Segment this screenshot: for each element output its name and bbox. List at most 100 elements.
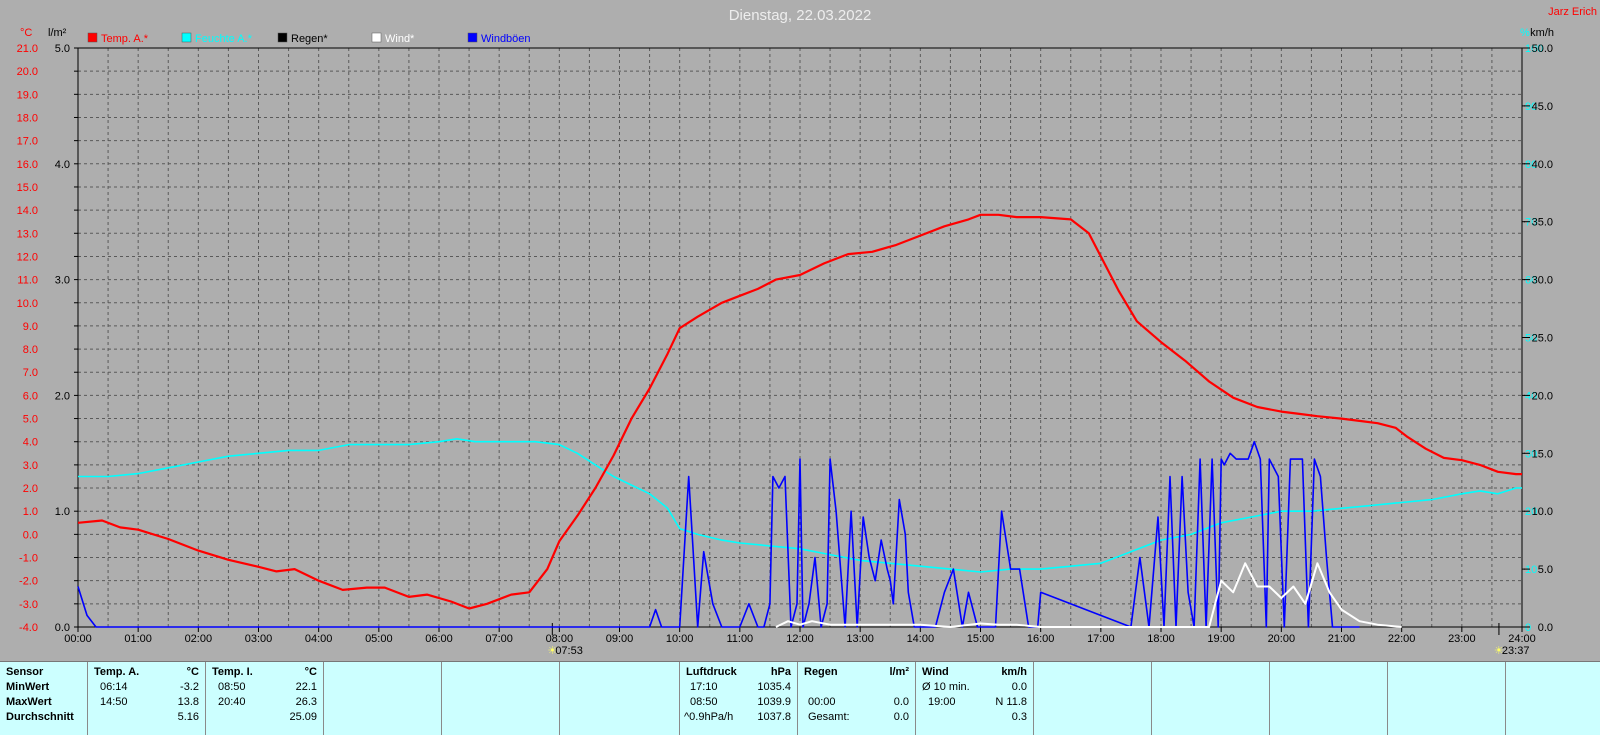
- temp-a-header: Temp. A.: [94, 666, 140, 678]
- legend-label: Temp. A.*: [101, 33, 149, 45]
- x-tick-label: 18:00: [1147, 633, 1175, 645]
- sensor-header: Sensor: [6, 666, 44, 678]
- temp-tick-label: 4.0: [23, 437, 38, 449]
- temp-tick-label: 11.0: [17, 275, 38, 287]
- series-line: [78, 437, 1522, 573]
- pressure-min: 1035.4: [757, 681, 791, 693]
- x-tick-label: 21:00: [1328, 633, 1356, 645]
- wind-tick-label: 35.0: [1532, 217, 1553, 229]
- x-tick-label: 23:00: [1448, 633, 1476, 645]
- pressure-max-time: 08:50: [690, 696, 718, 708]
- rain-max: 0.0: [893, 696, 909, 708]
- temp-tick-label: 2.0: [23, 483, 38, 495]
- temp-tick-label: 7.0: [23, 367, 38, 379]
- temp-tick-label: 20.0: [17, 66, 38, 78]
- marker-label: 23:37: [1502, 645, 1530, 657]
- wind-unit-label: km/h: [1530, 27, 1554, 39]
- pressure-header: Luftdruck: [686, 666, 737, 678]
- chart-title: Dienstag, 22.03.2022: [729, 7, 872, 24]
- stats-empty-column-3: [560, 662, 680, 735]
- temp-tick-label: 0.0: [23, 529, 38, 541]
- pressure-trend: ^0.9hPa/h: [684, 711, 734, 723]
- temp-i-unit: °C: [304, 666, 317, 678]
- x-tick-label: 01:00: [124, 633, 152, 645]
- temp-tick-label: 8.0: [23, 344, 38, 356]
- x-tick-label: 09:00: [606, 633, 634, 645]
- x-tick-label: 03:00: [245, 633, 273, 645]
- x-tick-label: 06:00: [425, 633, 453, 645]
- minwert-label: MinWert: [6, 681, 50, 693]
- legend-label: Wind*: [385, 33, 415, 45]
- x-tick-label: 17:00: [1087, 633, 1115, 645]
- pressure-unit: hPa: [770, 666, 791, 678]
- humidity-tick-label: 50: [1525, 333, 1537, 345]
- humidity-tick-label: 70: [1525, 217, 1537, 229]
- stats-empty-column-7: [1388, 662, 1506, 735]
- pressure-max: 1039.9: [757, 696, 791, 708]
- x-tick-label: 15:00: [967, 633, 995, 645]
- rain-total-label: Gesamt:: [808, 711, 850, 723]
- marker-label: 07:53: [555, 645, 583, 657]
- humidity-tick-label: 30: [1525, 448, 1537, 460]
- author-label: Jarz Erich: [1548, 6, 1597, 18]
- temp-tick-label: 9.0: [23, 321, 38, 333]
- legend-swatch: [371, 32, 382, 43]
- series-line: [77, 213, 1522, 610]
- wind-max: N 11.8: [995, 696, 1027, 708]
- wind-header: Wind: [922, 666, 949, 678]
- temp-tick-label: 3.0: [23, 460, 38, 472]
- temp-a-max: 13.8: [177, 696, 199, 708]
- x-tick-label: 19:00: [1207, 633, 1235, 645]
- rain-unit-label: l/m²: [48, 27, 67, 39]
- weather-chart: -4.0 -3.0 -2.0 -1.0 0.0 1.0 2.0 3.0 4.0 5.0 6.0 7.0…: [17, 6, 1597, 657]
- wind-tick-label: 20.0: [1532, 390, 1553, 402]
- x-tick-label: 16:00: [1027, 633, 1055, 645]
- rain-tick-label: 4.0: [55, 159, 70, 171]
- legend-swatch: [181, 32, 192, 43]
- humidity-tick-label: 80: [1525, 159, 1537, 171]
- chart-series: [77, 213, 1522, 628]
- rain-unit: l/m²: [889, 666, 909, 678]
- temp-tick-label: -1.0: [19, 553, 38, 565]
- temp-a-min-time: 06:14: [100, 681, 128, 693]
- temp-tick-label: 12.0: [17, 251, 38, 263]
- humidity-unit-label: %: [1520, 27, 1530, 39]
- series-line: [77, 440, 1360, 628]
- temp-tick-label: -3.0: [19, 599, 38, 611]
- pressure-min-time: 17:10: [690, 681, 718, 693]
- temp-tick-label: 14.0: [17, 205, 38, 217]
- humidity-tick-label: 90: [1525, 101, 1537, 113]
- x-tick-label: 00:00: [64, 633, 92, 645]
- temp-tick-label: 15.0: [17, 182, 38, 194]
- legend-label: Feuchte A.*: [195, 33, 253, 45]
- pressure-avg: 1037.8: [757, 711, 791, 723]
- wind-avg10: 0.0: [1011, 681, 1027, 693]
- temp-tick-label: -4.0: [19, 622, 38, 634]
- series-line: [775, 562, 1402, 628]
- wind-max-time: 19:00: [928, 696, 956, 708]
- temp-i-min: 22.1: [295, 681, 317, 693]
- x-tick-label: 08:00: [546, 633, 574, 645]
- maxwert-label: MaxWert: [6, 696, 52, 708]
- temp-tick-label: 18.0: [17, 112, 38, 124]
- temp-i-max-time: 20:40: [218, 696, 246, 708]
- rain-tick-label: 5.0: [55, 43, 70, 55]
- x-tick-label: 11:00: [726, 633, 753, 645]
- x-tick-label: 20:00: [1268, 633, 1296, 645]
- wind-tick-label: 0.0: [1538, 622, 1553, 634]
- humidity-tick-label: 20: [1525, 506, 1537, 518]
- temp-a-max-time: 14:50: [100, 696, 128, 708]
- temp-a-unit: °C: [186, 666, 199, 678]
- stats-pressure-column: Luftdruck hPa 17:10 1035.4 08:50 1039.9 ^0.…: [680, 662, 798, 735]
- chart-header: Dienstag, 22.03.2022 Jarz Erich Temp. A.* F…: [87, 6, 1597, 45]
- stats-wind-column: Wind km/h Ø 10 min. 0.0 19:00 N 11.8 0.3: [916, 662, 1034, 735]
- stats-rain-column: Regen l/m² 00:00 0.0 Gesamt: 0.0: [798, 662, 916, 735]
- wind-unit: km/h: [1001, 666, 1027, 678]
- legend-swatch: [277, 32, 288, 43]
- wind-tick-label: 25.0: [1532, 333, 1553, 345]
- chart-grid: [78, 48, 1522, 627]
- marker-icon: ☀: [1494, 645, 1504, 657]
- x-tick-label: 07:00: [485, 633, 513, 645]
- temp-tick-label: 16.0: [17, 159, 38, 171]
- humidity-tick-label: 0: [1525, 622, 1531, 634]
